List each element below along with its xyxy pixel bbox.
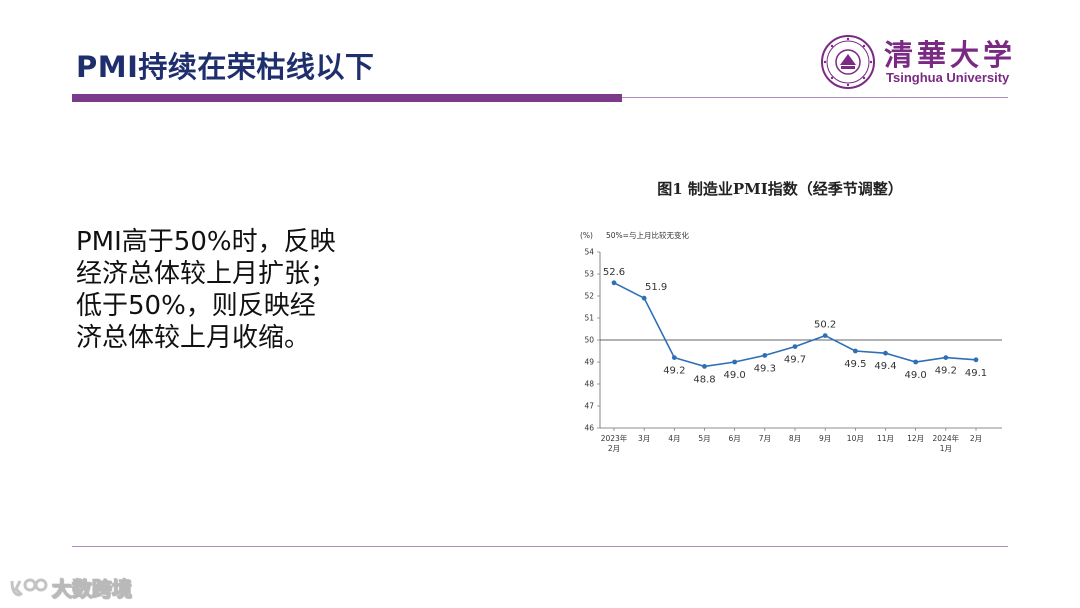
data-point — [852, 348, 858, 354]
data-point — [973, 357, 979, 363]
university-seal-icon — [821, 35, 875, 89]
logo-english-name: Tsinghua University — [886, 70, 1010, 85]
x-tick-label: 1月 — [940, 444, 952, 453]
chart-ylabel: (%) — [580, 231, 593, 240]
x-tick-label: 11月 — [877, 434, 894, 443]
data-label: 49.4 — [874, 361, 896, 372]
data-point — [702, 364, 707, 369]
body-line: PMI高于50%时，反映 — [76, 227, 336, 257]
x-tick-label: 9月 — [819, 434, 831, 443]
data-point — [822, 333, 828, 338]
data-label: 48.8 — [693, 374, 715, 385]
data-point — [611, 280, 617, 286]
y-tick-label: 51 — [584, 314, 594, 323]
chart-series: 52.6 51.9 49.2 48.8 49.0 49.3 49.7 50.2 49.5 49.4… — [603, 267, 987, 386]
data-label: 51.9 — [645, 282, 667, 293]
y-tick-label: 48 — [584, 380, 594, 389]
data-point — [641, 295, 647, 301]
watermark-logo-icon — [10, 578, 48, 596]
data-label: 49.2 — [935, 366, 957, 377]
data-label: 49.2 — [663, 366, 685, 377]
x-tick-label: 2024年 — [933, 433, 960, 443]
data-point — [762, 353, 768, 358]
chart-title: 图1 制造业PMI指数（经季节调整） — [657, 180, 903, 198]
data-label: 50.2 — [814, 320, 836, 331]
title-underline-thick — [72, 94, 622, 102]
y-tick-label: 53 — [584, 270, 594, 279]
x-tick-label: 2月 — [608, 444, 620, 453]
x-tick-label: 2月 — [970, 434, 982, 443]
data-point — [943, 355, 949, 360]
x-tick-label: 7月 — [759, 434, 771, 443]
data-label: 49.1 — [965, 368, 987, 379]
x-tick-label: 6月 — [729, 434, 741, 443]
y-tick-label: 49 — [584, 358, 594, 367]
watermark: 大数跨境 — [8, 573, 133, 602]
data-label: 49.0 — [905, 370, 927, 381]
slide-title: PMI持续在荣枯线以下 — [76, 50, 375, 84]
chart-note: 50%=与上月比较无变化 — [606, 230, 689, 240]
data-point — [671, 355, 677, 360]
title-underline-thin — [622, 97, 1008, 98]
body-text: PMI高于50%时，反映 经济总体较上月扩张； 低于50%，则反映经 济总体较上… — [76, 226, 396, 354]
x-tick-label: 3月 — [638, 434, 650, 443]
university-logo: 清華大学 Tsinghua University — [820, 30, 1020, 89]
x-tick-label: 5月 — [698, 434, 710, 443]
y-tick-label: 50 — [584, 336, 594, 345]
data-label: 49.5 — [844, 359, 866, 370]
x-tick-label: 8月 — [789, 434, 801, 443]
x-tick-label: 10月 — [847, 434, 864, 443]
y-tick-label: 52 — [584, 292, 594, 301]
footer-divider — [72, 546, 1008, 547]
y-tick-label: 54 — [584, 248, 594, 257]
data-point — [792, 344, 798, 349]
data-label: 49.0 — [724, 370, 746, 381]
y-tick-label: 47 — [584, 402, 594, 411]
x-tick-label: 2023年 — [601, 433, 628, 443]
body-line: 低于50%，则反映经 — [76, 291, 316, 321]
data-point — [913, 359, 919, 365]
watermark-text: 大数跨境 — [52, 577, 133, 602]
data-label: 49.7 — [784, 355, 806, 366]
data-label: 52.6 — [603, 267, 625, 278]
x-tick-label: 4月 — [668, 434, 680, 443]
logo-chinese-name: 清華大学 — [884, 38, 1017, 72]
body-line: 经济总体较上月扩张； — [76, 259, 337, 289]
data-label: 49.3 — [754, 363, 776, 374]
data-point — [883, 350, 888, 356]
x-tick-label: 12月 — [907, 434, 924, 443]
data-point — [732, 359, 738, 365]
body-line: 济总体较上月收缩。 — [76, 323, 311, 353]
pmi-line-chart: (%) 50%=与上月比较无变化 46 47 48 49 50 51 52 53 54 2023年… — [580, 230, 1002, 453]
y-tick-label: 46 — [584, 424, 594, 433]
